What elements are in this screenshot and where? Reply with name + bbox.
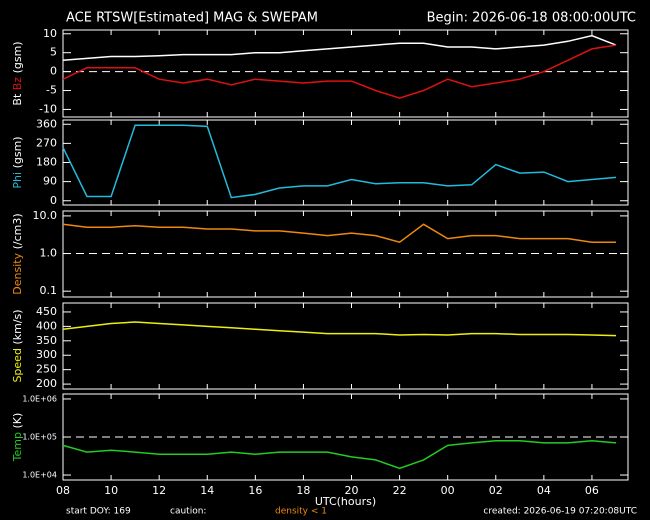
- begin-time: Begin: 2026-06-18 08:00:00UTC: [427, 11, 636, 26]
- series-line: [62, 44, 617, 99]
- y-tick-label: 0: [50, 65, 57, 78]
- x-tick-label: 02: [489, 484, 503, 497]
- caution: caution:: [170, 507, 206, 517]
- x-tick-label: 16: [248, 484, 262, 497]
- y-tick-label: 1.0E+04: [22, 471, 57, 480]
- legend-entry: Phi: [11, 172, 24, 189]
- y-tick-label: 10: [43, 27, 57, 40]
- y-tick-label: 90: [43, 175, 57, 188]
- legend-entry: Speed: [11, 348, 24, 382]
- panel-frame: [62, 29, 629, 118]
- y-tick-label: 400: [36, 319, 57, 332]
- series-line: [62, 124, 617, 199]
- y-tick-label: 10.0: [33, 209, 58, 222]
- y-axis-label: Density (/cm3): [11, 213, 24, 294]
- x-tick-label: 12: [152, 484, 166, 497]
- series-line: [62, 223, 616, 244]
- y-axis-unit: (/cm3): [11, 213, 24, 249]
- legend-entry: Density: [11, 252, 24, 294]
- chart-title: ACE RTSW[Estimated] MAG & SWEPAM: [66, 11, 318, 26]
- y-tick-label: 250: [36, 363, 57, 376]
- x-tick-label: 18: [296, 484, 310, 497]
- y-tick-label: 200: [36, 377, 57, 390]
- y-tick-label: 350: [36, 334, 57, 347]
- x-tick-label: 14: [200, 484, 214, 497]
- legend-entry: Bt: [11, 93, 24, 106]
- y-tick-label: -5: [46, 84, 57, 97]
- series-line: [62, 321, 617, 337]
- y-tick-label: -10: [39, 102, 57, 115]
- x-tick-label: 04: [537, 484, 551, 497]
- x-tick-label: 20: [345, 484, 359, 497]
- y-tick-label: 270: [36, 136, 57, 149]
- y-axis-unit: (gsm): [11, 41, 24, 73]
- start-doy: start DOY: 169: [66, 507, 131, 517]
- y-tick-label: 0.1: [40, 284, 58, 297]
- y-axis-label: Speed (km/s): [11, 309, 24, 382]
- x-tick-label: 22: [393, 484, 407, 497]
- series-line: [62, 439, 617, 470]
- y-axis-label: Phi (gsm): [11, 136, 24, 188]
- y-tick-label: 180: [36, 156, 57, 169]
- y-tick-label: 360: [36, 117, 57, 130]
- y-tick-label: 1.0E+06: [22, 394, 57, 403]
- y-axis-unit: (km/s): [11, 309, 24, 344]
- y-tick-label: 1.0E+05: [22, 432, 57, 441]
- y-axis-unit: (K): [11, 413, 24, 429]
- panel-frame: [62, 302, 629, 390]
- y-axis-label: Bt Bz (gsm): [11, 41, 24, 105]
- y-tick-label: 300: [36, 348, 57, 361]
- y-axis-unit: (gsm): [11, 136, 24, 168]
- legend-entry: Bz: [11, 77, 24, 91]
- legend-entry: Temp: [11, 432, 24, 462]
- x-tick-label: 08: [56, 484, 70, 497]
- y-tick-label: 0: [50, 194, 57, 207]
- x-tick-label: 06: [585, 484, 599, 497]
- x-tick-label: 10: [104, 484, 118, 497]
- y-tick-label: 1.0: [40, 247, 58, 260]
- y-tick-label: 5: [50, 46, 57, 59]
- created-time: created: 2026-06-19 07:20:08UTC: [483, 507, 637, 517]
- x-axis-label: UTC(hours): [315, 495, 376, 508]
- density-note: density < 1: [275, 507, 327, 517]
- x-tick-label: 00: [441, 484, 455, 497]
- y-axis-label: Temp (K): [11, 413, 24, 463]
- y-tick-label: 450: [36, 305, 57, 318]
- series-line: [62, 34, 617, 62]
